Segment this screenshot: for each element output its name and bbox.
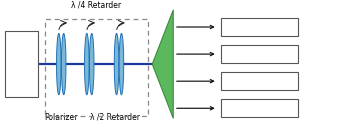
Ellipse shape <box>62 33 66 95</box>
Ellipse shape <box>84 33 89 95</box>
Bar <box>220 99 298 117</box>
Text: λ /2 Retarder: λ /2 Retarder <box>91 113 140 122</box>
Text: λ /4 Retarder: λ /4 Retarder <box>71 1 121 10</box>
Text: Polarizer: Polarizer <box>44 113 78 122</box>
Ellipse shape <box>119 33 124 95</box>
Ellipse shape <box>114 33 119 95</box>
Text: Tunable
Laser
Source: Tunable Laser Source <box>6 48 36 80</box>
Bar <box>220 18 298 36</box>
Bar <box>220 72 298 90</box>
Bar <box>45 19 148 116</box>
Bar <box>5 31 38 97</box>
Polygon shape <box>152 10 173 118</box>
Text: Power Meter: Power Meter <box>233 50 285 59</box>
Text: Power Meter: Power Meter <box>233 77 285 86</box>
Bar <box>220 45 298 63</box>
Text: Power Meter: Power Meter <box>233 104 285 113</box>
Ellipse shape <box>90 33 94 95</box>
Text: Power Meter: Power Meter <box>233 23 285 31</box>
Ellipse shape <box>57 33 61 95</box>
